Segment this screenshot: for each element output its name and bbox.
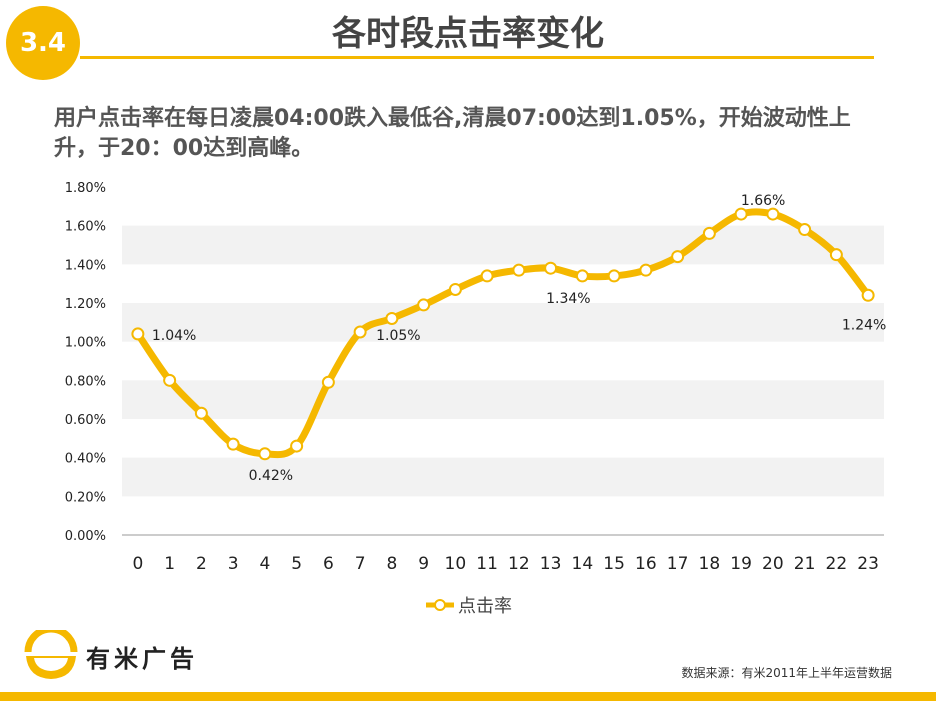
x-tick-label: 1 [164,554,175,574]
logo-text: 有米广告 [86,644,198,673]
x-tick-label: 21 [794,554,816,574]
data-label: 1.66% [741,193,785,209]
y-tick-label: 1.00% [65,336,106,351]
y-tick-label: 0.00% [65,529,106,544]
y-tick-label: 1.80% [65,181,106,196]
x-tick-label: 0 [132,554,143,574]
x-tick-label: 12 [508,554,530,574]
grid-band [122,303,884,342]
x-tick-label: 5 [291,554,302,574]
x-tick-label: 9 [418,554,429,574]
logo-bowl-icon [24,630,78,679]
data-point [480,269,494,283]
page-subtitle: 用户点击率在每日凌晨04:00跌入最低谷,清晨07:00达到1.05%，开始波动… [54,106,851,161]
legend-label: 点击率 [458,596,512,617]
x-tick-label: 6 [323,554,334,574]
chart-legend: 点击率 [424,592,512,618]
y-tick-label: 1.40% [65,258,106,273]
x-tick-label: 16 [635,554,657,574]
x-tick-label: 19 [730,554,752,574]
section-number-badge: 3.4 [6,6,80,80]
x-tick-label: 10 [445,554,467,574]
grid-band [122,225,884,265]
data-point [353,325,367,339]
page-title: 各时段点击率变化 [332,14,604,54]
data-point [766,207,780,221]
y-tick-label: 0.60% [65,413,106,428]
x-tick-label: 17 [667,554,689,574]
data-point [575,269,589,283]
x-tick-label: 3 [228,554,239,574]
data-point [512,263,526,277]
data-point [639,263,653,277]
data-source-note: 数据来源：有米2011年上半年运营数据 [681,666,892,680]
data-point [258,447,272,461]
x-tick-label: 4 [259,554,270,574]
y-tick-label: 1.60% [65,220,106,235]
data-point [290,439,304,453]
data-point [321,375,335,389]
x-tick-label: 20 [762,554,784,574]
data-point [544,261,558,275]
data-point [448,282,462,296]
data-point [226,437,240,451]
x-tick-label: 8 [386,554,397,574]
x-tick-label: 15 [603,554,625,574]
data-point [417,298,431,312]
title-underline [80,56,874,59]
x-tick-label: 7 [355,554,366,574]
x-tick-label: 14 [572,554,594,574]
data-point [798,223,812,237]
data-point [671,250,685,264]
data-point [607,269,621,283]
grid-band [122,380,884,419]
data-point [829,248,843,262]
x-tick-label: 18 [699,554,721,574]
y-tick-label: 0.40% [65,452,106,467]
data-label: 1.34% [546,291,590,307]
data-label: 0.42% [249,468,293,484]
bottom-accent-bar [0,692,936,701]
data-label: 1.24% [842,317,886,333]
y-tick-label: 0.20% [65,490,106,505]
y-tick-label: 1.20% [65,297,106,312]
y-tick-label: 0.80% [65,374,106,389]
data-point [194,406,208,420]
data-label: 1.05% [376,328,420,344]
data-point [734,207,748,221]
x-tick-label: 2 [196,554,207,574]
x-tick-label: 22 [826,554,848,574]
click-rate-line-chart: 0.00% 0.20% 0.40% 0.60% 0.80% 1.00% 1.20% 1.40%… [65,181,887,574]
x-tick-label: 11 [476,554,498,574]
data-point [131,327,145,341]
grid-band [122,457,884,497]
data-label: 1.04% [152,328,196,344]
x-tick-label: 13 [540,554,562,574]
data-point [861,288,875,302]
company-logo: 有米广告 [22,630,198,682]
legend-line-marker-icon [426,599,454,611]
x-tick-label: 23 [857,554,879,574]
data-point [163,373,177,387]
data-point [385,311,399,325]
data-point [702,226,716,240]
